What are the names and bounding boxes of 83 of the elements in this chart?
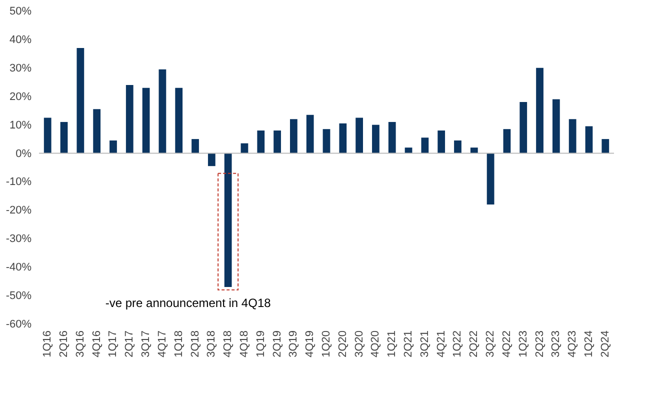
y-tick-label: -60% — [6, 318, 32, 330]
bar — [388, 122, 396, 154]
bar — [257, 130, 265, 154]
bar — [421, 138, 429, 154]
bar — [60, 122, 68, 154]
x-tick-label: 3Q20 — [353, 330, 366, 358]
bar — [486, 153, 494, 204]
bar — [142, 88, 150, 154]
y-tick-label: -50% — [6, 290, 32, 302]
x-tick-label: 4Q18 — [238, 330, 250, 358]
bar — [240, 143, 248, 154]
bar — [585, 126, 593, 154]
bar — [339, 123, 347, 154]
x-tick-label: 4Q19 — [304, 330, 316, 358]
bar — [274, 130, 281, 154]
y-tick-label: 50% — [9, 6, 32, 18]
bar — [552, 99, 560, 154]
y-tick-label: 30% — [9, 62, 32, 74]
y-tick-label: 20% — [9, 90, 32, 103]
y-tick-label: -10% — [6, 176, 32, 188]
x-tick-label: 1Q22 — [452, 330, 464, 358]
x-tick-label: 2Q21 — [402, 330, 415, 358]
bar — [503, 129, 511, 154]
bar — [208, 153, 216, 166]
bar — [602, 139, 610, 154]
x-tick-label: 3Q23 — [550, 330, 562, 358]
x-tick-label: 1Q17 — [107, 330, 120, 358]
annotation: -ve pre announcement in 4Q18 — [105, 296, 272, 310]
x-tick-label: 1Q21 — [386, 330, 398, 358]
x-tick-label: 3Q19 — [288, 330, 300, 358]
bar — [438, 130, 446, 154]
x-tick-label: 2Q17 — [124, 330, 136, 358]
bar — [470, 148, 478, 154]
x-tick-label: 2Q16 — [58, 330, 70, 358]
x-tick-label: 2Q19 — [271, 330, 284, 358]
bar — [372, 124, 380, 154]
bar — [175, 88, 183, 154]
x-tick-label: 4Q21 — [435, 330, 448, 358]
y-tick-label: -40% — [6, 262, 32, 274]
x-tick-label: 1Q23 — [517, 330, 530, 358]
bar — [158, 69, 166, 154]
bar — [454, 140, 462, 154]
x-tick-label: 2Q23 — [534, 330, 546, 358]
bar — [290, 119, 298, 154]
x-tick-label: 3Q22 — [484, 330, 497, 358]
bar — [44, 118, 52, 154]
bar — [224, 153, 232, 288]
x-tick-label: 1Q16 — [42, 330, 54, 358]
bar — [76, 48, 84, 154]
y-tick-label: 0% — [16, 148, 32, 160]
x-tick-label: 3Q18 — [206, 330, 218, 358]
x-tick-label: 1Q20 — [320, 330, 332, 358]
bar — [356, 118, 363, 154]
x-tick-label: 3Q21 — [418, 330, 431, 358]
bar — [322, 129, 330, 154]
y-tick-label: -30% — [6, 233, 32, 246]
x-tick-label: 1Q19 — [254, 330, 267, 358]
x-tick-label: 4Q16 — [90, 330, 103, 358]
y-tick-label: -20% — [6, 204, 32, 217]
y-tick-label: 10% — [9, 119, 32, 132]
bar — [568, 119, 576, 154]
bar — [306, 114, 314, 154]
x-tick-label: 4Q22 — [500, 330, 513, 358]
bar — [404, 148, 412, 154]
x-tick-label: 2Q20 — [336, 330, 349, 358]
y-tick-label: 40% — [9, 34, 32, 46]
bar — [110, 140, 117, 154]
x-tick-label: 4Q18 — [222, 330, 234, 358]
x-tick-label: 1Q24 — [582, 330, 595, 358]
bar — [126, 84, 134, 154]
x-tick-label: 2Q22 — [468, 330, 480, 358]
x-tick-label: 3Q16 — [74, 330, 86, 358]
bar — [93, 109, 101, 154]
x-tick-label: 4Q17 — [156, 330, 168, 358]
bar — [520, 102, 528, 154]
bar — [192, 139, 199, 154]
bar — [536, 68, 544, 154]
x-tick-label: 2Q24 — [599, 330, 612, 358]
x-tick-label: 4Q23 — [566, 330, 579, 358]
x-tick-label: 3Q17 — [140, 330, 152, 358]
x-tick-label: 4Q20 — [370, 330, 382, 358]
x-tick-label: 2Q18 — [189, 330, 202, 358]
x-tick-label: 1Q18 — [172, 330, 185, 358]
